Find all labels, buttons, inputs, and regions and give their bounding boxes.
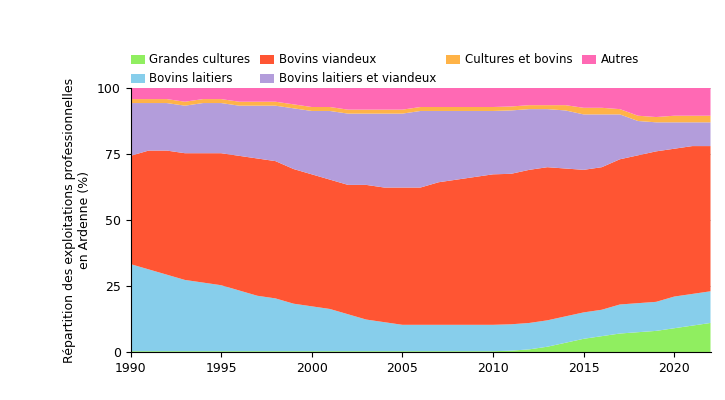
Y-axis label: Répartition des exploitations professionnelles
en Ardenne (%): Répartition des exploitations profession… [63, 78, 91, 362]
Legend: Grandes cultures, Bovins laitiers, Bovins viandeux, Bovins laitiers et viandeux,: Grandes cultures, Bovins laitiers, Bovin… [130, 54, 639, 85]
